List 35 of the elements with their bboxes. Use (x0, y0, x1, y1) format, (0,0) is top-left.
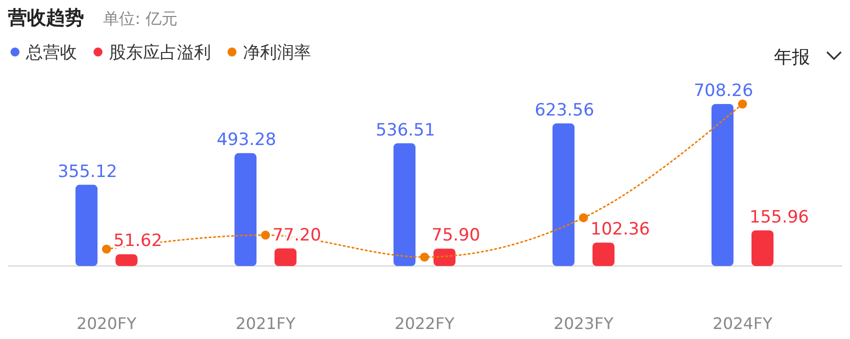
bar (116, 254, 138, 266)
point (579, 213, 588, 222)
bar (552, 123, 574, 266)
legend-label: 总营收 (25, 43, 77, 63)
x-tick-label: 2024FY (712, 314, 773, 333)
x-tick-label: 2021FY (236, 314, 296, 333)
x-tick-label: 2023FY (554, 314, 614, 333)
x-tick-label: 2022FY (394, 314, 455, 333)
point (420, 252, 429, 262)
data-label: 75.90 (432, 226, 480, 246)
bar (434, 248, 456, 266)
bar (752, 230, 774, 266)
data-label: 51.62 (114, 231, 162, 252)
x-tick-label: 2020FY (76, 314, 137, 333)
point (738, 100, 747, 109)
legend-label: 股东应占溢利 (109, 43, 211, 63)
bar (234, 153, 256, 266)
bar (394, 143, 416, 266)
data-label: 355.12 (58, 162, 118, 182)
bar (592, 242, 614, 266)
bar (274, 248, 296, 266)
chart-title: 营收趋势 (7, 7, 84, 29)
bar (712, 104, 734, 266)
chart-subtitle: 单位: 亿元 (103, 9, 178, 28)
data-label: 708.26 (694, 81, 754, 101)
data-label: 493.28 (216, 130, 276, 150)
data-label: 155.96 (750, 207, 809, 228)
point (261, 230, 270, 240)
data-label: 102.36 (590, 220, 650, 240)
data-label: 536.51 (376, 120, 436, 140)
legend-label: 净利润率 (243, 43, 311, 63)
data-label: 623.56 (534, 100, 594, 120)
text: 年报 (774, 47, 810, 68)
point (102, 244, 111, 254)
bar (76, 184, 98, 266)
